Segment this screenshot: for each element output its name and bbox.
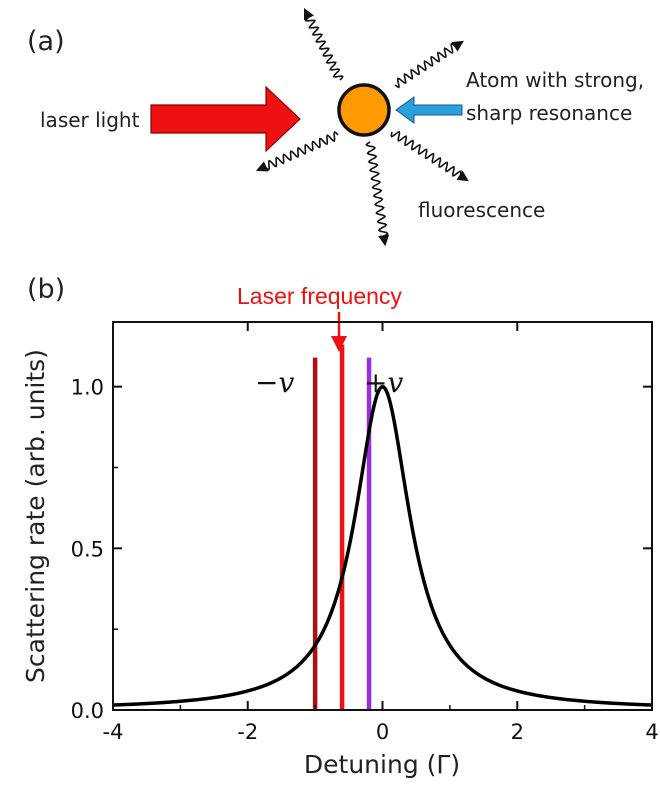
laser-frequency-label: Laser frequency [237, 283, 402, 309]
x-tick-label: 4 [645, 720, 658, 744]
panel-a-label: (a) [27, 26, 65, 57]
atom-circle [337, 83, 391, 137]
y-tick-label: 0.5 [71, 537, 104, 561]
photon-0 [303, 7, 344, 81]
laser-light-label: laser light [40, 108, 140, 132]
laser-arrow [150, 85, 301, 153]
photon-2 [255, 130, 339, 172]
atom-label-line1: Atom with strong, [466, 68, 644, 92]
plus-v-label: +v [364, 366, 403, 399]
axis-tick-labels: -4 -2 0 2 4 0.0 0.5 1.0 [71, 376, 659, 744]
x-axis-title: Detuning (Γ) [304, 750, 460, 779]
y-tick-label: 1.0 [71, 376, 104, 400]
lorentzian-curve [112, 384, 653, 707]
axis-ticks [112, 322, 653, 711]
y-axis-title: Scattering rate (arb. units) [21, 349, 50, 683]
atom-pointer-arrow [395, 96, 463, 124]
scattering-plot: -4 -2 0 2 4 0.0 0.5 1.0 [71, 321, 659, 744]
fluorescence-label: fluorescence [418, 198, 545, 222]
minus-v-label: −v [255, 366, 294, 399]
x-tick-label: -2 [237, 720, 258, 744]
y-tick-label: 0.0 [71, 699, 104, 723]
panel-b-label: (b) [27, 274, 65, 305]
photon-1 [394, 40, 464, 89]
photon-4 [365, 141, 390, 247]
detuning-lines [312, 344, 372, 710]
photon-3 [390, 130, 469, 182]
x-tick-label: 2 [511, 720, 524, 744]
atom-label-line2: sharp resonance [466, 101, 632, 125]
x-tick-label: -4 [103, 720, 124, 744]
laser-frequency-arrow-head [331, 336, 347, 352]
x-tick-label: 0 [376, 720, 389, 744]
fluorescence-photons [255, 7, 469, 247]
